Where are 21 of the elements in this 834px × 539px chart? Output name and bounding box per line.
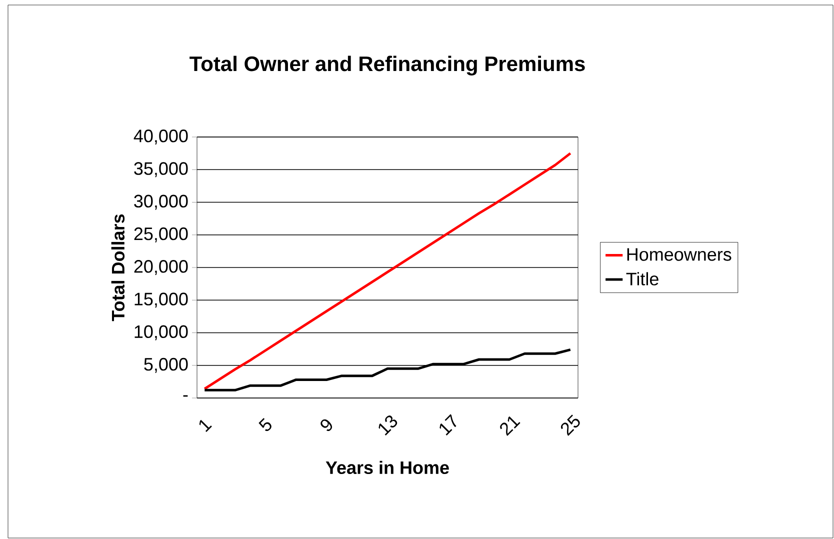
y-tick-label: 5,000 bbox=[144, 358, 188, 373]
x-tick-label: 13 bbox=[378, 416, 398, 436]
y-axis-title: Total Dollars bbox=[111, 214, 125, 322]
x-tick-label: 21 bbox=[500, 416, 520, 436]
x-tick-label: 17 bbox=[440, 414, 456, 436]
y-tick-label: 10,000 bbox=[134, 325, 188, 340]
legend-label: Title bbox=[626, 272, 658, 286]
x-tick-label: 5 bbox=[258, 418, 272, 432]
x-tick-label: 25 bbox=[560, 414, 580, 436]
y-tick-label: 15,000 bbox=[134, 292, 188, 308]
y-tick-label: 20,000 bbox=[134, 260, 188, 275]
chart-title: Total Owner and Refinancing Premiums bbox=[190, 56, 585, 76]
y-tick-label: - bbox=[183, 395, 188, 397]
y-tick-label: 30,000 bbox=[134, 194, 188, 210]
y-tick-label: 35,000 bbox=[134, 162, 188, 178]
y-tick-label: 40,000 bbox=[134, 130, 188, 144]
x-tick-label: 1 bbox=[199, 420, 212, 432]
x-axis-title: Years in Home bbox=[326, 460, 449, 474]
legend-label: Homeowners bbox=[627, 248, 732, 261]
x-tick-label: 9 bbox=[320, 419, 332, 431]
y-tick-label: 25,000 bbox=[134, 227, 188, 242]
